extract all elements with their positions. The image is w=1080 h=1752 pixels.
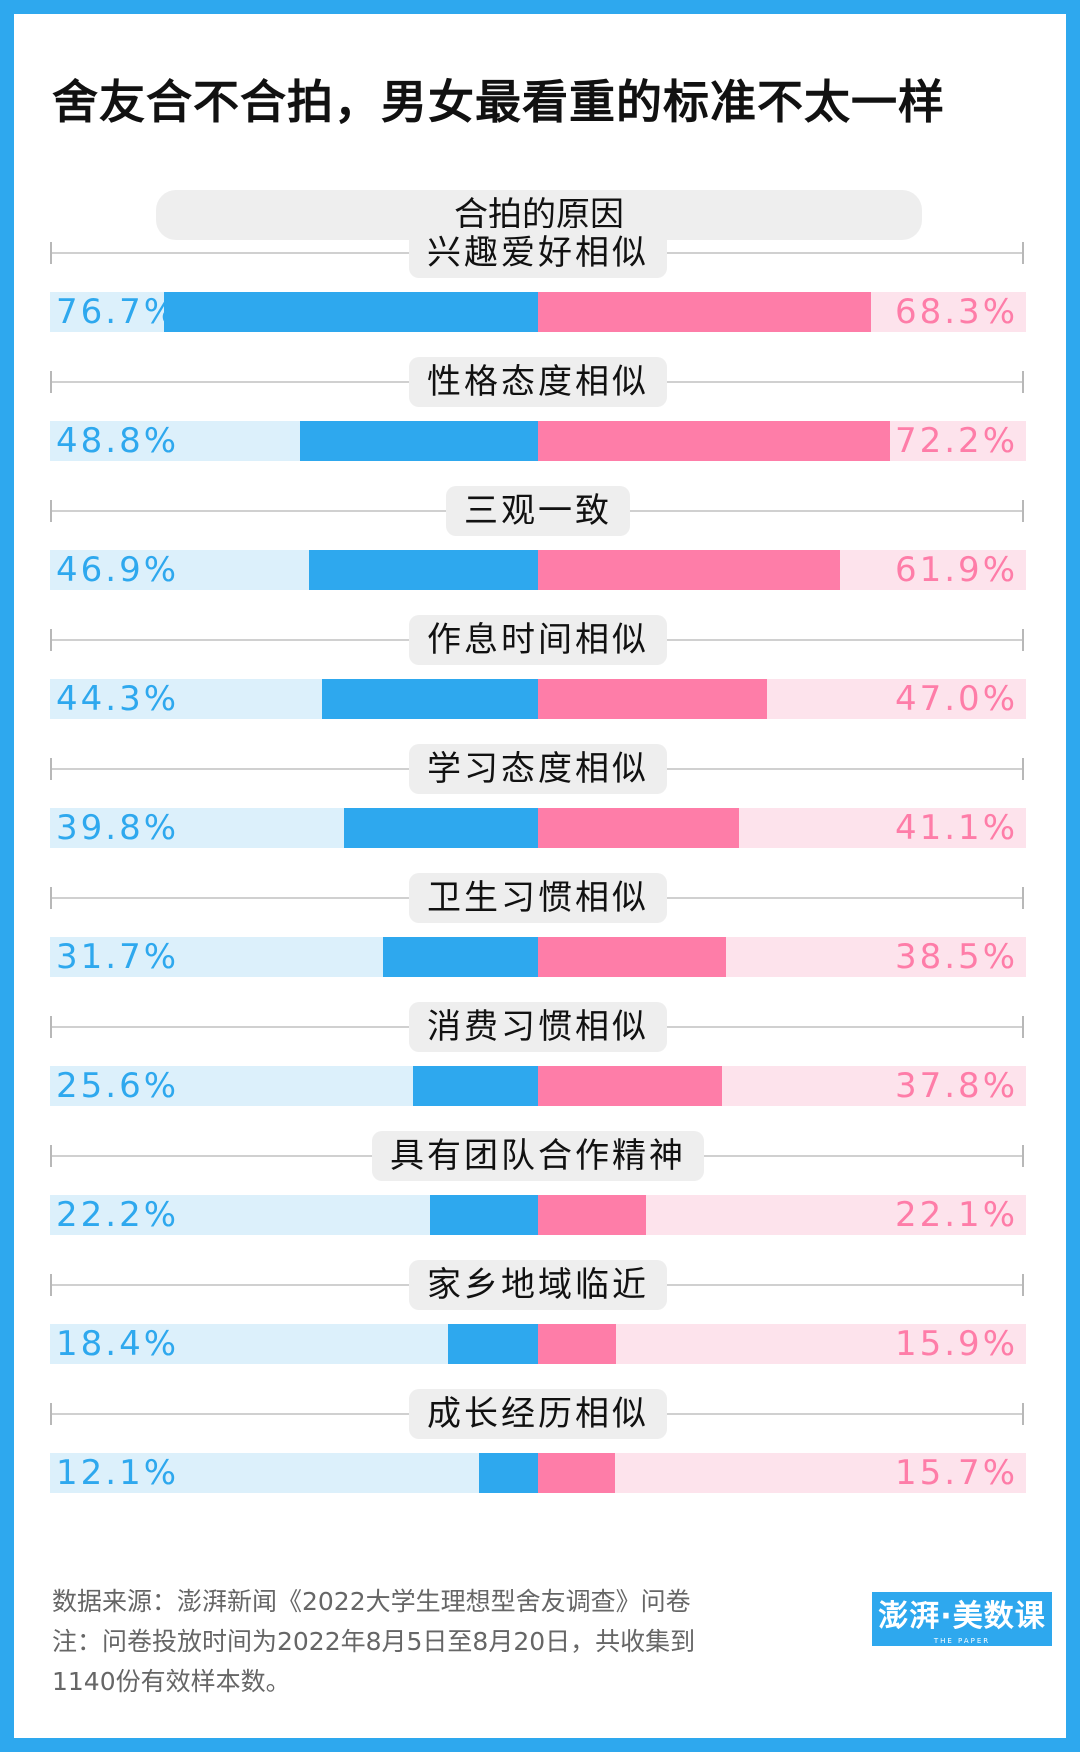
female-value-label: 68.3% (894, 292, 1018, 332)
logo-subtext: THE PAPER (933, 1637, 991, 1645)
chart-row: 兴趣爱好相似 76.7% 68.3% (0, 228, 1080, 358)
divider-tick (50, 1274, 52, 1296)
female-value-label: 15.7% (894, 1453, 1018, 1493)
divider-tick (1022, 371, 1024, 393)
category-label: 学习态度相似 (409, 744, 667, 794)
female-bar (538, 937, 726, 977)
chart-row: 消费习惯相似 25.6% 37.8% (0, 1002, 1080, 1132)
female-bar-track (538, 1324, 1026, 1364)
divider-tick (50, 242, 52, 264)
female-bar-track (538, 1453, 1026, 1493)
male-bar (343, 808, 538, 848)
category-label: 三观一致 (446, 486, 630, 536)
male-value-label: 12.1% (56, 1453, 180, 1493)
divider-tick (1022, 1016, 1024, 1038)
divider-tick (1022, 1403, 1024, 1425)
female-value-label: 37.8% (894, 1066, 1018, 1106)
chart-row: 具有团队合作精神 22.2% 22.1% (0, 1131, 1080, 1261)
male-bar (478, 1453, 538, 1493)
female-value-label: 41.1% (894, 808, 1018, 848)
male-value-label: 22.2% (56, 1195, 180, 1235)
divider-tick (1022, 758, 1024, 780)
category-label: 性格态度相似 (409, 357, 667, 407)
male-value-label: 44.3% (56, 679, 180, 719)
category-label: 家乡地域临近 (409, 1260, 667, 1310)
female-bar (538, 421, 891, 461)
category-label: 作息时间相似 (409, 615, 667, 665)
male-bar-track (50, 1453, 538, 1493)
divider-tick (50, 758, 52, 780)
publisher-logo: 澎湃·美数课 THE PAPER (872, 1592, 1052, 1646)
divider-tick (50, 887, 52, 909)
survey-note-line1: 注：问卷投放时间为2022年8月5日至8月20日，共收集到 (52, 1627, 696, 1656)
divider-tick (50, 629, 52, 651)
male-bar (383, 937, 538, 977)
category-label: 具有团队合作精神 (372, 1131, 704, 1181)
divider-tick (1022, 629, 1024, 651)
divider-tick (1022, 242, 1024, 264)
female-value-label: 61.9% (894, 550, 1018, 590)
chart-row: 家乡地域临近 18.4% 15.9% (0, 1260, 1080, 1390)
female-bar (538, 679, 768, 719)
chart-row: 卫生习惯相似 31.7% 38.5% (0, 873, 1080, 1003)
divider-tick (50, 371, 52, 393)
male-bar (309, 550, 538, 590)
female-bar (538, 1324, 616, 1364)
divider-tick (1022, 887, 1024, 909)
divider-tick (1022, 500, 1024, 522)
male-bar (413, 1066, 538, 1106)
chart-row: 性格态度相似 48.8% 72.2% (0, 357, 1080, 487)
female-bar (538, 1453, 615, 1493)
chart-row: 成长经历相似 12.1% 15.7% (0, 1389, 1080, 1519)
category-label: 兴趣爱好相似 (409, 228, 667, 278)
male-bar (163, 292, 538, 332)
divider-tick (50, 500, 52, 522)
footer-notes: 数据来源：澎湃新闻《2022大学生理想型舍友调查》问卷 注：问卷投放时间为202… (52, 1582, 695, 1702)
male-bar (429, 1195, 538, 1235)
female-value-label: 47.0% (894, 679, 1018, 719)
female-bar (538, 808, 739, 848)
male-value-label: 48.8% (56, 421, 180, 461)
male-value-label: 39.8% (56, 808, 180, 848)
male-value-label: 31.7% (56, 937, 180, 977)
category-label: 卫生习惯相似 (409, 873, 667, 923)
divider-tick (50, 1145, 52, 1167)
male-bar (321, 679, 538, 719)
chart-row: 学习态度相似 39.8% 41.1% (0, 744, 1080, 874)
male-bar (448, 1324, 538, 1364)
male-value-label: 46.9% (56, 550, 180, 590)
chart-row: 作息时间相似 44.3% 47.0% (0, 615, 1080, 745)
survey-note-line2: 1140份有效样本数。 (52, 1667, 291, 1696)
divider-tick (1022, 1274, 1024, 1296)
male-value-label: 18.4% (56, 1324, 180, 1364)
female-bar (538, 550, 841, 590)
logo-text: 澎湃·美数课 (878, 1599, 1046, 1634)
female-value-label: 15.9% (894, 1324, 1018, 1364)
category-label: 成长经历相似 (409, 1389, 667, 1439)
male-value-label: 76.7% (56, 292, 180, 332)
female-value-label: 22.1% (894, 1195, 1018, 1235)
male-value-label: 25.6% (56, 1066, 180, 1106)
female-legend-label: 女生 (947, 195, 1015, 235)
female-bar (538, 292, 872, 332)
female-bar (538, 1066, 723, 1106)
female-bar (538, 1195, 646, 1235)
male-bar (299, 421, 538, 461)
chart-title: 舍友合不合拍，男女最看重的标准不太一样 (52, 75, 945, 129)
divider-tick (50, 1016, 52, 1038)
chart-row: 三观一致 46.9% 61.9% (0, 486, 1080, 616)
female-value-label: 38.5% (894, 937, 1018, 977)
female-value-label: 72.2% (894, 421, 1018, 461)
source-note: 数据来源：澎湃新闻《2022大学生理想型舍友调查》问卷 (52, 1587, 691, 1616)
divider-tick (50, 1403, 52, 1425)
divider-tick (1022, 1145, 1024, 1167)
category-label: 消费习惯相似 (409, 1002, 667, 1052)
male-legend-label: 男生 (64, 195, 132, 235)
